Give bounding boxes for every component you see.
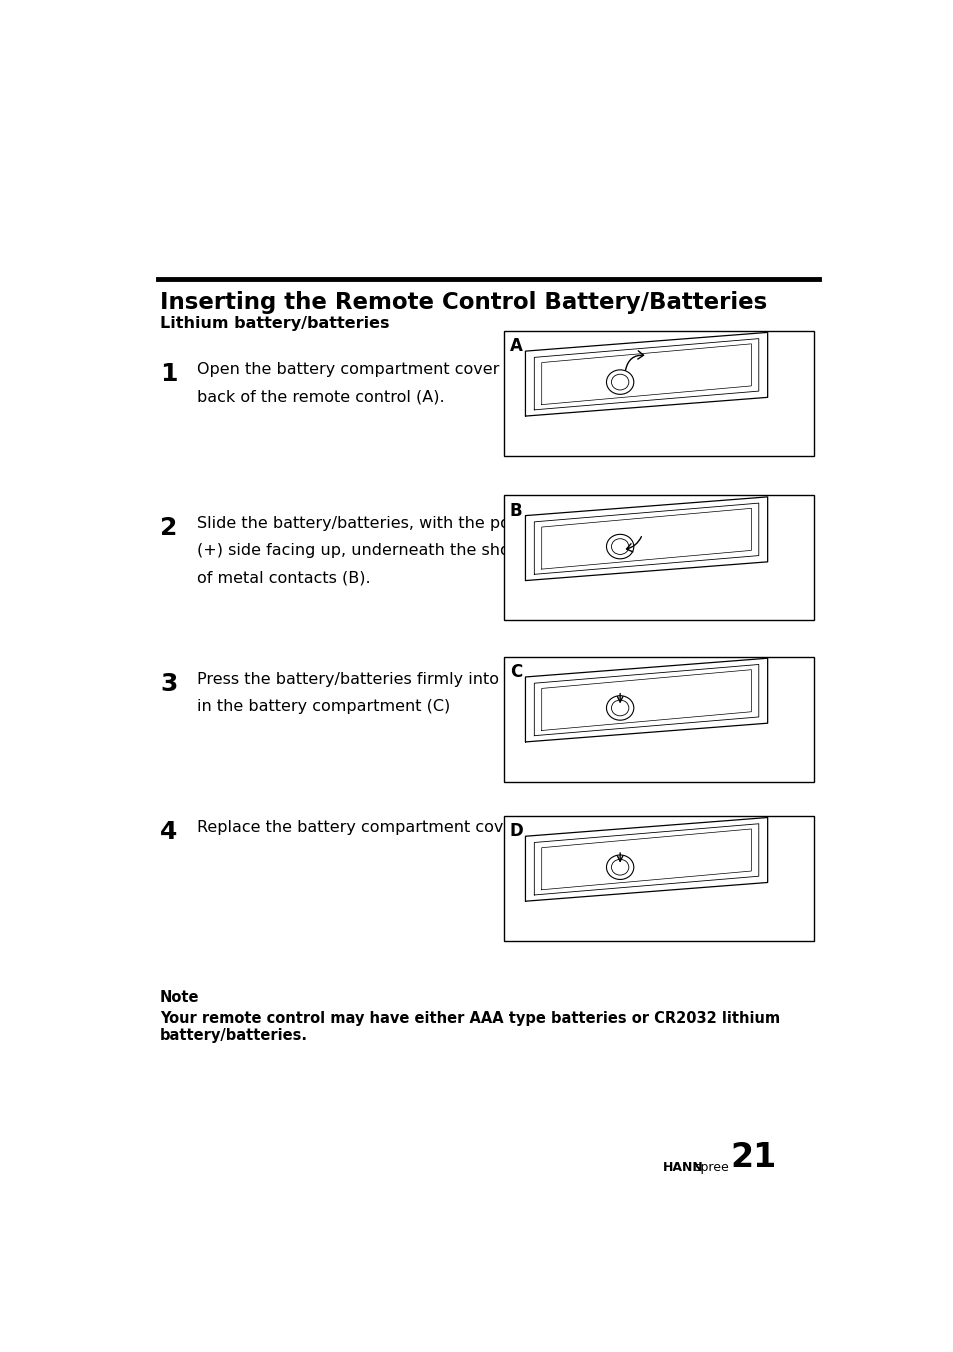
Ellipse shape: [606, 854, 633, 879]
Text: (+) side facing up, underneath the shorter set: (+) side facing up, underneath the short…: [196, 544, 568, 558]
Text: B: B: [509, 502, 521, 519]
Bar: [503, 331, 813, 456]
FancyArrowPatch shape: [626, 537, 640, 552]
Text: D: D: [509, 822, 523, 840]
Ellipse shape: [606, 696, 633, 721]
Text: of metal contacts (B).: of metal contacts (B).: [196, 571, 370, 585]
Text: Lithium battery/batteries: Lithium battery/batteries: [160, 316, 389, 331]
Text: HANN: HANN: [662, 1161, 702, 1174]
Text: Replace the battery compartment cover (D).: Replace the battery compartment cover (D…: [196, 821, 555, 836]
Text: back of the remote control (A).: back of the remote control (A).: [196, 389, 444, 404]
Text: Open the battery compartment cover at the: Open the battery compartment cover at th…: [196, 362, 552, 377]
Ellipse shape: [611, 538, 628, 554]
Text: 4: 4: [160, 821, 177, 844]
Text: in the battery compartment (C): in the battery compartment (C): [196, 699, 450, 714]
Text: 21: 21: [729, 1141, 776, 1174]
Ellipse shape: [606, 370, 633, 395]
Text: Your remote control may have either AAA type batteries or CR2032 lithium
battery: Your remote control may have either AAA …: [160, 1011, 780, 1044]
Text: spree: spree: [694, 1161, 728, 1174]
Text: C: C: [509, 662, 521, 681]
Text: 2: 2: [160, 516, 177, 541]
Ellipse shape: [611, 860, 628, 875]
Text: Note: Note: [160, 990, 199, 1005]
Ellipse shape: [606, 534, 633, 558]
Text: 3: 3: [160, 672, 177, 696]
Ellipse shape: [611, 375, 628, 389]
FancyArrowPatch shape: [625, 350, 643, 370]
Ellipse shape: [611, 700, 628, 715]
Text: Press the battery/batteries firmly into place: Press the battery/batteries firmly into …: [196, 672, 547, 687]
Text: A: A: [509, 337, 522, 356]
Text: Inserting the Remote Control Battery/Batteries: Inserting the Remote Control Battery/Bat…: [160, 291, 766, 314]
Bar: [503, 495, 813, 621]
Bar: [503, 817, 813, 941]
Text: 1: 1: [160, 362, 177, 387]
Text: Slide the battery/batteries, with the positive: Slide the battery/batteries, with the po…: [196, 516, 552, 531]
Bar: [503, 657, 813, 781]
